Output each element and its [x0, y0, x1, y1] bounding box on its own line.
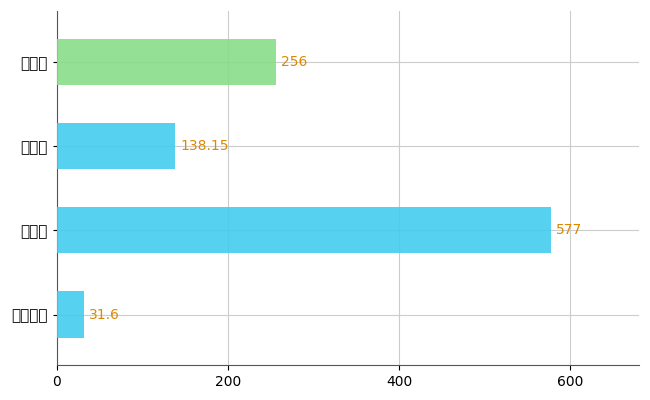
Text: 31.6: 31.6: [89, 308, 120, 322]
Bar: [57, 123, 175, 169]
Text: 577: 577: [556, 223, 582, 237]
Text: 138.15: 138.15: [180, 139, 229, 153]
Bar: [57, 38, 276, 85]
Bar: [57, 207, 551, 254]
Text: 256: 256: [281, 55, 307, 69]
Bar: [57, 292, 84, 338]
